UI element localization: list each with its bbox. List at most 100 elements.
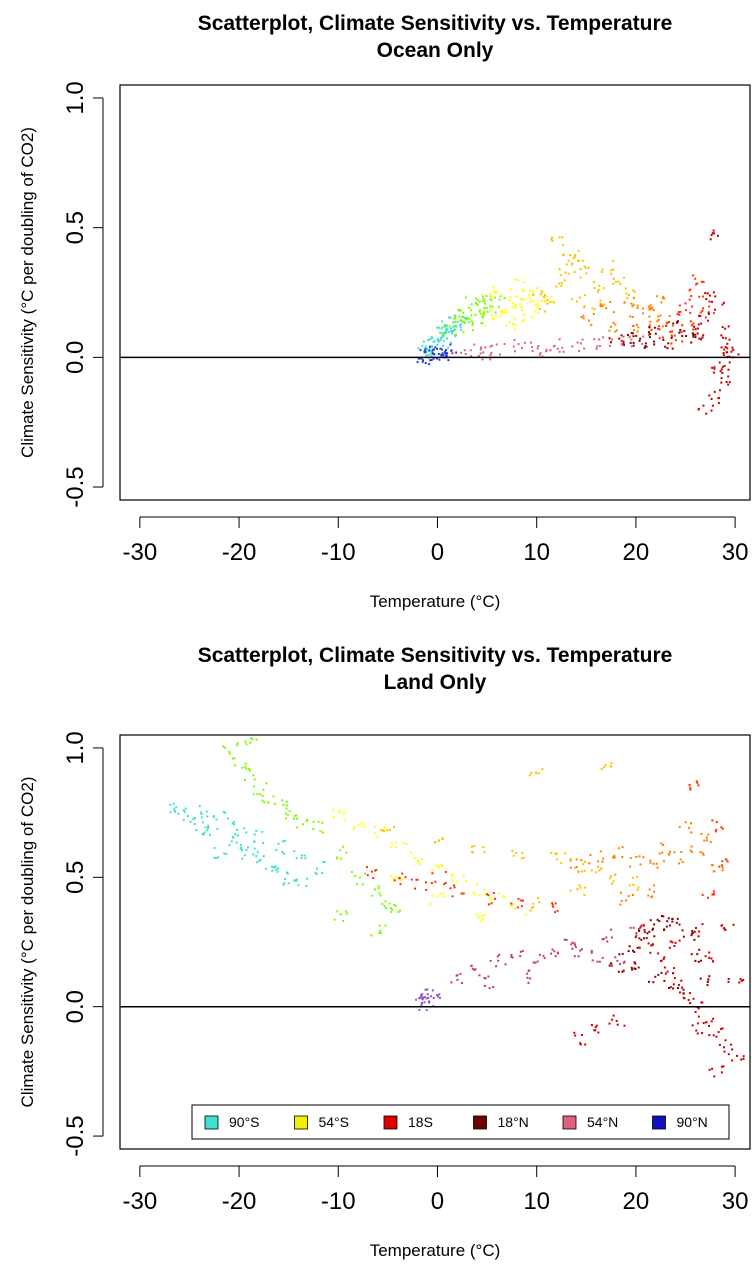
data-point: [471, 851, 473, 854]
data-point: [690, 831, 693, 834]
data-point: [245, 831, 248, 834]
ocean-chart-panel: Scatterplot, Climate Sensitivity vs. Tem…: [0, 0, 752, 632]
data-point: [666, 970, 669, 973]
data-point: [712, 312, 715, 315]
data-point: [428, 347, 431, 350]
data-point: [195, 829, 198, 832]
data-point: [200, 813, 203, 816]
data-point: [529, 977, 532, 980]
data-point: [231, 822, 234, 825]
data-point: [345, 851, 348, 854]
legend-swatch: [652, 1115, 666, 1130]
data-point: [468, 317, 471, 320]
data-point: [247, 846, 249, 849]
chart-subtitle: Ocean Only: [376, 39, 494, 62]
data-point: [514, 323, 517, 326]
data-point: [696, 953, 699, 956]
data-point: [523, 281, 526, 283]
data-point: [608, 344, 611, 347]
data-point: [655, 862, 658, 865]
data-point: [638, 855, 641, 858]
data-point: [431, 869, 434, 872]
data-point: [697, 408, 700, 411]
data-point: [469, 349, 472, 352]
data-point: [612, 268, 615, 271]
y-tick-label: 0.0: [62, 341, 89, 374]
data-point: [731, 1059, 734, 1062]
data-point: [428, 1000, 431, 1003]
data-point: [241, 857, 244, 860]
data-point: [485, 294, 488, 297]
series-4: [569, 821, 724, 906]
data-point: [670, 342, 673, 345]
data-point: [439, 331, 442, 334]
data-point: [669, 850, 671, 853]
data-point: [690, 934, 693, 937]
data-point: [671, 941, 674, 944]
data-point: [694, 333, 697, 336]
data-point: [183, 811, 186, 814]
data-point: [667, 321, 670, 323]
data-point: [632, 883, 635, 886]
data-point: [719, 389, 721, 392]
data-point: [454, 333, 457, 336]
data-point: [425, 888, 428, 891]
data-point: [537, 772, 540, 775]
data-point: [500, 310, 503, 312]
data-point: [478, 300, 481, 303]
data-point: [293, 850, 296, 853]
data-point: [588, 319, 590, 322]
data-point: [532, 902, 535, 905]
data-point: [692, 997, 695, 1000]
data-point: [436, 337, 439, 340]
data-point: [648, 325, 651, 328]
data-point: [662, 915, 665, 918]
data-point: [463, 349, 466, 352]
x-tick-label: 20: [623, 1188, 650, 1215]
data-point: [636, 876, 639, 878]
data-point: [187, 815, 189, 818]
data-point: [392, 877, 395, 880]
data-point: [591, 959, 594, 962]
data-point: [722, 1065, 725, 1068]
data-point: [453, 318, 456, 320]
legend-label: 54°S: [319, 1114, 350, 1130]
data-point: [463, 322, 466, 324]
data-point: [708, 1034, 711, 1037]
data-point: [661, 325, 664, 328]
data-point: [692, 328, 695, 331]
data-point: [536, 960, 539, 963]
data-point: [639, 863, 642, 866]
data-point: [295, 879, 298, 882]
data-point: [441, 837, 444, 840]
data-point: [511, 301, 514, 304]
data-point: [593, 1029, 596, 1032]
data-point: [638, 937, 641, 940]
data-point: [491, 305, 494, 308]
data-point: [480, 346, 483, 349]
data-point: [343, 812, 346, 815]
data-point: [643, 931, 646, 934]
data-point: [391, 908, 394, 911]
data-point: [563, 279, 566, 282]
data-point: [717, 397, 720, 400]
data-point: [690, 295, 693, 298]
data-point: [512, 345, 515, 348]
data-point: [431, 872, 434, 875]
data-point: [404, 876, 407, 879]
data-point: [648, 930, 651, 933]
data-point: [672, 322, 675, 325]
x-axis-label: Temperature (°C): [370, 592, 501, 611]
data-point: [691, 332, 694, 335]
series-2: [480, 278, 554, 331]
data-point: [664, 972, 667, 975]
data-point: [420, 1003, 423, 1006]
data-point: [609, 325, 612, 328]
data-point: [323, 860, 326, 863]
data-point: [241, 766, 244, 769]
data-point: [234, 833, 237, 836]
data-point: [256, 861, 259, 864]
data-point: [491, 344, 494, 347]
data-point: [631, 968, 634, 971]
data-point: [431, 349, 434, 352]
